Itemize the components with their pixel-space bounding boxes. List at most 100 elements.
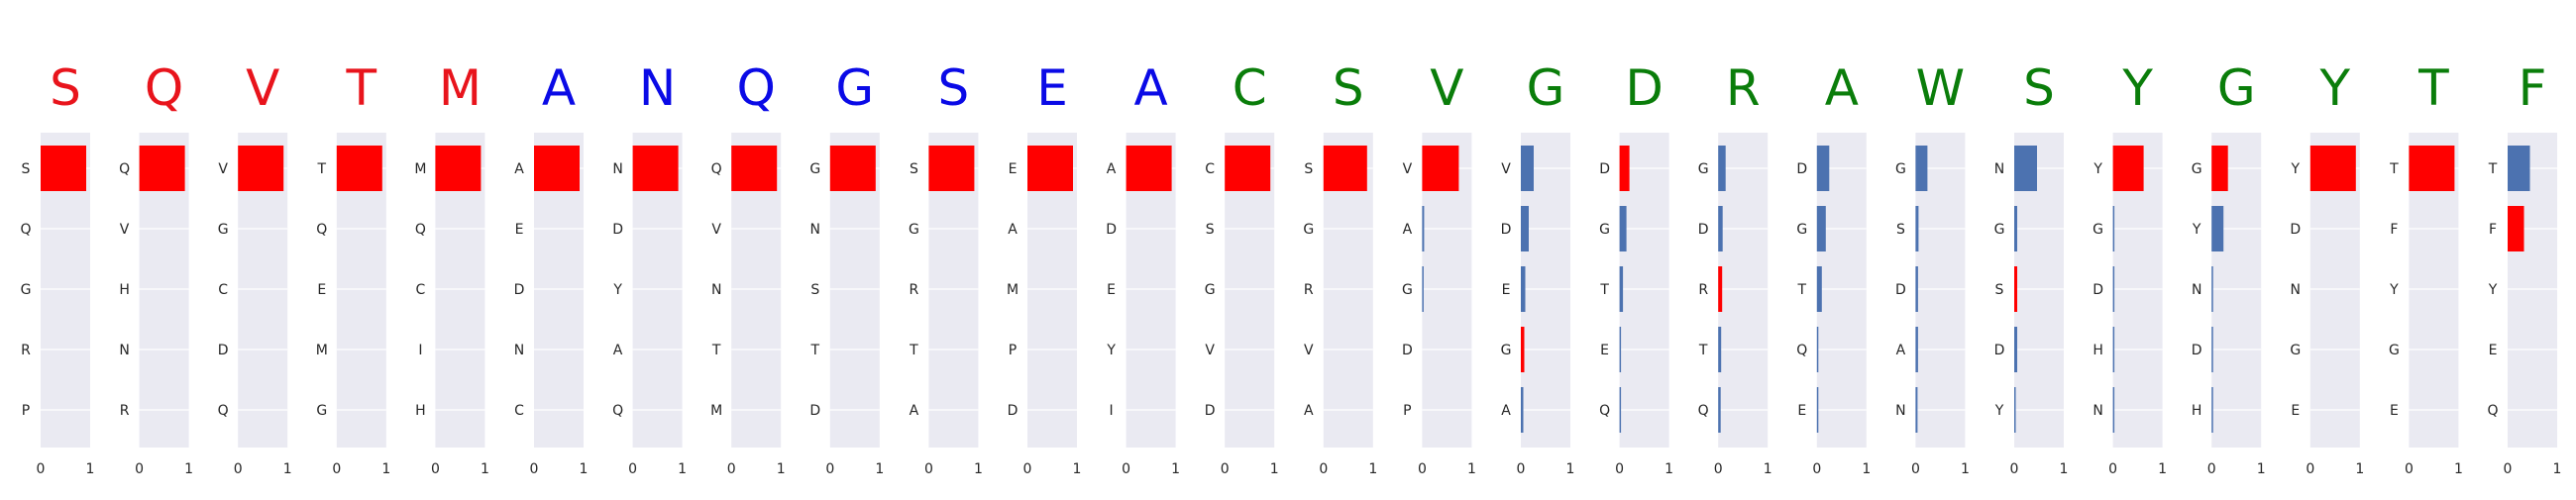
category-label: V xyxy=(1304,343,1314,358)
panel-title: V xyxy=(246,59,279,117)
panel-23: G G Y N D H 0 1 xyxy=(2192,59,2266,477)
bar xyxy=(1619,206,1627,251)
category-label: F xyxy=(2489,222,2497,238)
panel-17: D D G T E Q 0 1 xyxy=(1599,59,1673,477)
category-label: D xyxy=(1008,403,1019,419)
x-tick-label: 1 xyxy=(1862,461,1871,477)
bar xyxy=(1816,206,1826,251)
bar xyxy=(1915,206,1919,251)
bar xyxy=(1126,146,1172,191)
x-tick-label: 1 xyxy=(2060,461,2069,477)
bar xyxy=(2508,146,2530,191)
x-tick-label: 0 xyxy=(1122,461,1130,477)
x-tick-label: 1 xyxy=(381,461,390,477)
bar xyxy=(1816,146,1830,191)
bar xyxy=(1619,146,1630,191)
category-label: D xyxy=(2290,222,2301,238)
category-label: D xyxy=(1205,403,1216,419)
bar xyxy=(1915,327,1918,372)
category-label: Y xyxy=(2291,161,2301,177)
category-label: D xyxy=(2093,282,2103,298)
category-label: H xyxy=(2093,343,2103,358)
x-tick-label: 1 xyxy=(678,461,687,477)
category-label: R xyxy=(21,343,31,358)
panel-16: G V D E G A 0 1 xyxy=(1501,59,1575,477)
x-tick-label: 0 xyxy=(2306,461,2314,477)
category-label: D xyxy=(1402,343,1413,358)
x-tick-label: 1 xyxy=(86,461,95,477)
x-tick-label: 0 xyxy=(2108,461,2117,477)
bar xyxy=(2211,327,2213,372)
category-label: S xyxy=(1206,222,1215,238)
category-label: D xyxy=(2192,343,2202,358)
category-label: Y xyxy=(1106,343,1116,358)
category-label: A xyxy=(1896,343,1906,358)
category-label: G xyxy=(316,403,327,419)
category-label: G xyxy=(1303,222,1314,238)
panel-background xyxy=(1718,133,1769,448)
category-label: V xyxy=(711,222,721,238)
category-label: H xyxy=(119,282,130,298)
panel-title: Q xyxy=(145,59,183,117)
category-label: F xyxy=(2390,222,2398,238)
bar xyxy=(1521,387,1524,433)
category-label: S xyxy=(22,161,31,177)
category-label: H xyxy=(415,403,426,419)
x-tick-label: 1 xyxy=(1368,461,1377,477)
bar xyxy=(2309,146,2356,191)
category-label: E xyxy=(1600,343,1609,358)
bar xyxy=(1521,327,1525,372)
category-label: N xyxy=(810,222,820,238)
category-label: C xyxy=(1205,161,1215,177)
bar xyxy=(2014,327,2017,372)
x-tick-label: 1 xyxy=(777,461,786,477)
bar xyxy=(1816,327,1819,372)
panel-title: G xyxy=(835,59,874,117)
panel-title: S xyxy=(50,59,81,117)
panel-title: Q xyxy=(737,59,776,117)
category-label: A xyxy=(910,403,919,419)
x-tick-label: 0 xyxy=(1319,461,1328,477)
bar xyxy=(1915,387,1918,433)
bar xyxy=(2014,266,2017,312)
panel-8: Q Q V N T M 0 1 xyxy=(710,59,786,477)
panel-22: Y Y G D H N 0 1 xyxy=(2093,59,2167,477)
x-tick-label: 0 xyxy=(2504,461,2513,477)
category-label: N xyxy=(2093,403,2102,419)
category-label: S xyxy=(1896,222,1905,238)
category-label: C xyxy=(218,282,228,298)
panel-title: G xyxy=(2217,59,2256,117)
category-label: M xyxy=(316,343,328,358)
panel-2: Q Q V H N R 0 1 xyxy=(119,59,193,477)
category-label: Q xyxy=(218,403,229,419)
category-label: Q xyxy=(316,222,327,238)
category-label: T xyxy=(2389,161,2399,177)
category-label: G xyxy=(1895,161,1906,177)
category-label: T xyxy=(1698,343,1708,358)
category-label: C xyxy=(514,403,524,419)
panel-13: C C S G V D 0 1 xyxy=(1205,59,1279,477)
category-label: D xyxy=(1698,222,1709,238)
x-tick-label: 1 xyxy=(1664,461,1673,477)
bar xyxy=(1718,266,1723,312)
category-label: R xyxy=(1304,282,1314,298)
panel-7: N N D Y A Q 0 1 xyxy=(612,59,687,477)
category-label: G xyxy=(1501,343,1512,358)
category-label: Q xyxy=(20,222,31,238)
bar xyxy=(1619,327,1622,372)
x-tick-label: 1 xyxy=(580,461,589,477)
category-label: G xyxy=(809,161,820,177)
category-label: N xyxy=(711,282,721,298)
category-label: G xyxy=(2192,161,2202,177)
category-label: N xyxy=(2291,282,2301,298)
category-label: N xyxy=(612,161,622,177)
x-tick-label: 1 xyxy=(2257,461,2266,477)
category-label: A xyxy=(1008,222,1018,238)
bar xyxy=(1718,146,1726,191)
bar xyxy=(2508,206,2524,251)
panel-10: S S G R T A 0 1 xyxy=(909,59,983,477)
category-label: G xyxy=(2389,343,2400,358)
panel-4: T T Q E M G 0 1 xyxy=(316,59,391,477)
panel-1: S S Q G R P 0 1 xyxy=(20,59,94,477)
